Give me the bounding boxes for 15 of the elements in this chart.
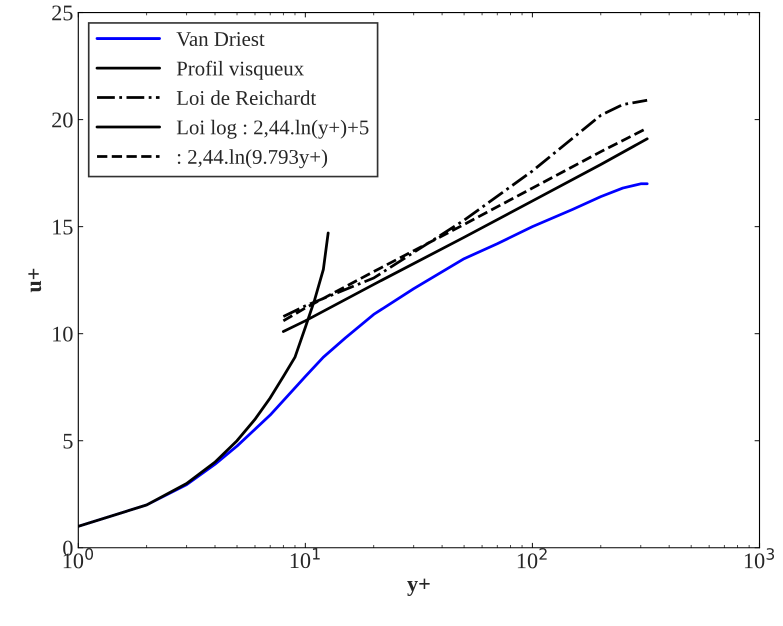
y-axis-title: u+ <box>28 268 42 292</box>
y-tick-label: 15 <box>53 220 73 235</box>
x-tick-label: 10$^{2}$ <box>518 548 547 568</box>
y-tick-label: 10 <box>53 326 73 342</box>
legend-label: Loi de Reichardt <box>176 90 316 106</box>
legend-label: Profil visqueux <box>176 60 304 80</box>
legend-label: : 2,44.ln(9.793y+) <box>178 149 328 168</box>
legend-label: Loi log : 2,44.ln(y+)+5 <box>176 120 368 139</box>
legend-label: Van Driest <box>176 32 265 46</box>
x-tick-label: 10$^{3}$ <box>744 548 774 568</box>
y-tick-label: 25 <box>52 6 73 20</box>
x-axis-title: y+ <box>407 578 430 596</box>
y-tick-label: 20 <box>52 112 73 128</box>
x-tick-label: 10$^{1}$ <box>290 548 320 568</box>
y-tick-label: 5 <box>64 434 73 449</box>
